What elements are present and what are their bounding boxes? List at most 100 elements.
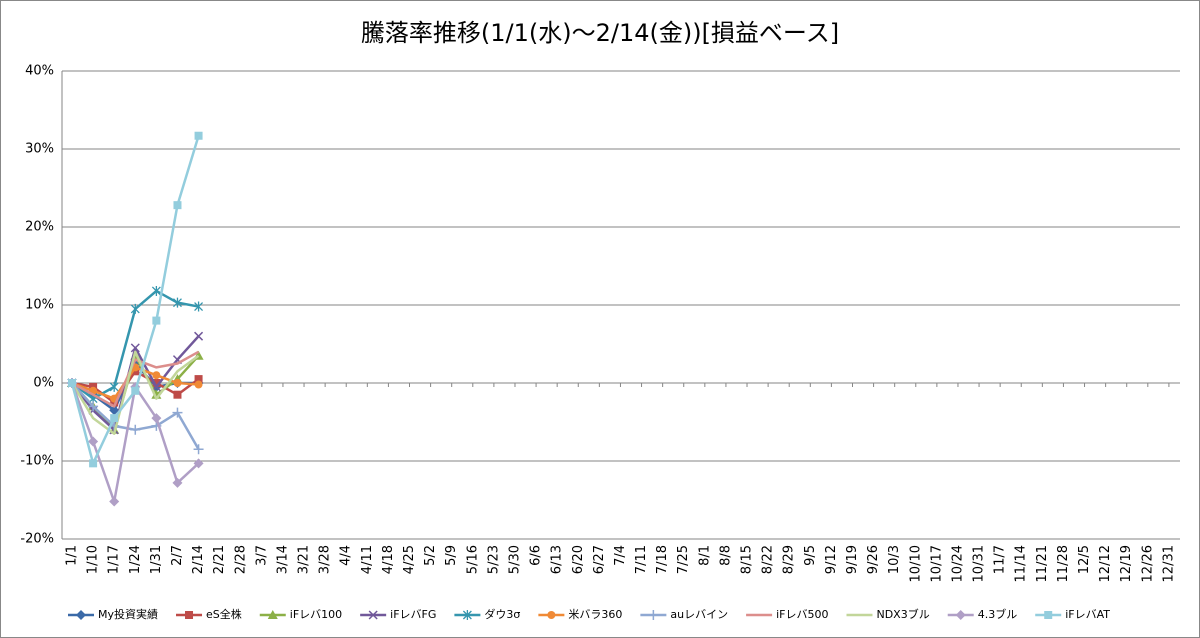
x-tick-label: 3/14: [275, 545, 290, 574]
marker: [110, 414, 119, 423]
x-tick-label: 4/25: [402, 545, 417, 574]
x-tick-label: 12/26: [1140, 545, 1155, 582]
x-tick-label: 6/27: [592, 545, 607, 574]
legend-label: auレバイン: [670, 608, 728, 621]
marker: [1044, 611, 1053, 619]
legend-label: iFレバ500: [776, 608, 828, 621]
marker: [185, 611, 194, 619]
legend-item: NDX3ブル: [846, 607, 930, 621]
marker: [955, 610, 966, 620]
y-tick-label: -20%: [20, 532, 54, 547]
x-tick-label: 10/31: [972, 545, 987, 582]
legend-item: iFレバAT: [1035, 608, 1110, 621]
legend-item: ダウ3σ: [454, 607, 520, 621]
marker: [194, 380, 203, 389]
x-tick-label: 10/24: [950, 545, 965, 582]
x-tick-label: 1/17: [107, 545, 122, 574]
marker: [109, 405, 120, 416]
x-tick-label: 5/30: [507, 545, 522, 574]
x-tick-label: 7/11: [634, 545, 649, 574]
y-tick-label: 40%: [25, 64, 54, 79]
x-tick-label: 1/24: [128, 545, 143, 574]
legend-item: iFレバ100: [259, 608, 342, 621]
x-tick-label: 10/3: [887, 545, 902, 574]
legend-label: iFレバ100: [290, 608, 342, 621]
x-tick-label: 9/26: [866, 545, 881, 574]
x-tick-label: 4/11: [360, 545, 375, 574]
marker: [68, 379, 76, 387]
x-tick-label: 4/18: [381, 545, 396, 574]
y-tick-label: 0%: [33, 376, 54, 391]
series-line: [70, 350, 200, 435]
marker: [194, 375, 203, 384]
marker: [173, 379, 182, 387]
x-tick-label: 3/21: [297, 545, 312, 574]
marker: [109, 496, 120, 507]
marker: [130, 303, 140, 314]
x-tick-label: 9/12: [824, 545, 839, 574]
legend-item: My投資実績: [68, 607, 158, 621]
marker: [193, 444, 204, 455]
marker: [547, 611, 556, 619]
x-tick-label: 7/18: [655, 545, 670, 574]
legend-item: 米バラ360: [538, 608, 622, 621]
marker: [267, 610, 278, 619]
x-tick-label: 3/7: [254, 545, 269, 566]
x-tick-label: 2/28: [233, 545, 248, 574]
marker: [152, 316, 161, 325]
legend-item: auレバイン: [640, 608, 728, 621]
legend-label: 米バラ360: [568, 608, 622, 621]
x-tick-label: 1/10: [86, 545, 101, 574]
y-tick-label: 10%: [25, 298, 54, 313]
x-tick-label: 2/7: [170, 545, 185, 566]
x-tick-label: 4/4: [339, 545, 354, 566]
marker: [152, 379, 161, 387]
marker: [88, 401, 99, 412]
legend-label: NDX3ブル: [876, 607, 929, 621]
marker: [173, 201, 182, 210]
x-tick-label: 8/22: [761, 545, 776, 574]
x-tick-label: 6/20: [571, 545, 586, 574]
marker: [151, 382, 161, 392]
x-tick-label: 8/8: [718, 545, 733, 566]
x-tick-label: 10/10: [908, 545, 923, 582]
x-tick-label: 7/4: [613, 545, 628, 566]
x-tick-label: 8/1: [697, 545, 712, 566]
x-tick-label: 11/14: [1014, 545, 1029, 582]
x-tick-label: 12/5: [1077, 545, 1092, 574]
legend-label: 4.3ブル: [978, 607, 1018, 621]
x-tick-label: 11/21: [1035, 545, 1050, 582]
marker: [194, 131, 203, 140]
marker: [151, 285, 161, 296]
marker: [88, 436, 99, 447]
x-tick-label: 6/13: [550, 545, 565, 574]
x-tick-label: 12/12: [1098, 545, 1113, 582]
legend-item: 4.3ブル: [947, 607, 1018, 621]
x-tick-label: 5/23: [486, 545, 501, 574]
marker: [109, 381, 119, 392]
legend-item: iFレバFG: [360, 608, 436, 621]
marker: [462, 610, 472, 620]
marker: [648, 610, 659, 620]
marker: [368, 610, 378, 620]
marker: [89, 459, 98, 468]
y-tick-label: 20%: [25, 220, 54, 235]
marker: [151, 413, 162, 424]
chart-title: 騰落率推移(1/1(水)～2/14(金))[損益ベース]: [361, 19, 839, 47]
marker: [173, 390, 182, 399]
x-tick-label: 2/14: [191, 545, 206, 574]
x-tick-label: 8/15: [740, 545, 755, 574]
marker: [130, 343, 140, 353]
y-tick-label: 30%: [25, 142, 54, 157]
series-line: [71, 350, 200, 408]
marker: [76, 610, 86, 620]
x-tick-label: 6/6: [529, 545, 544, 566]
marker: [131, 386, 140, 395]
legend-label: ダウ3σ: [484, 607, 520, 621]
marker: [193, 458, 204, 469]
x-tick-label: 1/31: [149, 545, 164, 574]
legend-label: eS全株: [206, 607, 242, 621]
x-tick-label: 9/5: [803, 545, 818, 566]
x-tick-label: 5/16: [465, 545, 480, 574]
